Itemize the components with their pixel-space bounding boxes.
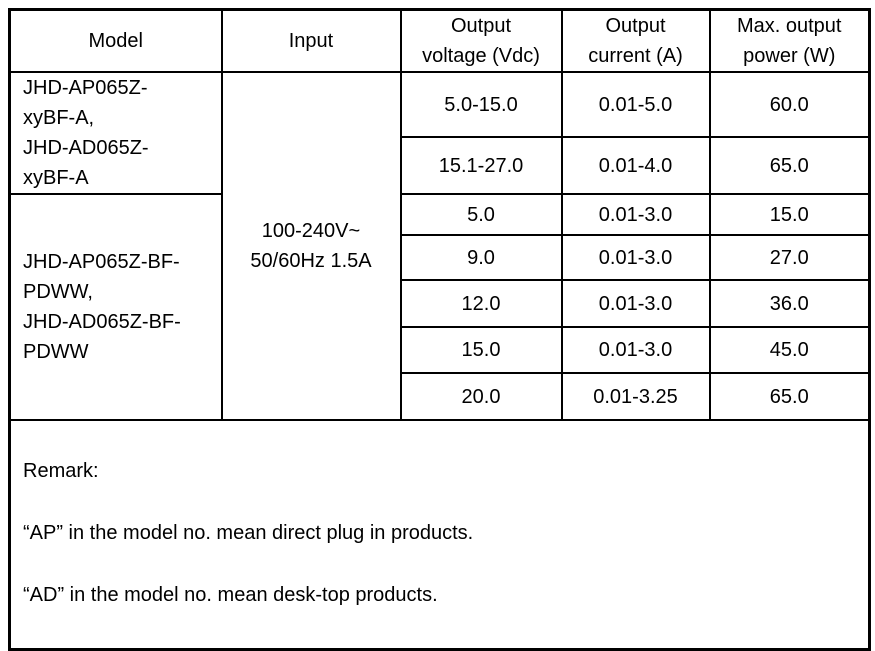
power-spec-table: Model Input Output voltage (Vdc) Output … <box>8 8 871 651</box>
max-power-cell: 15.0 <box>708 193 871 236</box>
col-header-output-current: Output current (A) <box>560 8 711 73</box>
model-group-1-cell: JHD-AP065Z- xyBF-A, JHD-AD065Z- xyBF-A <box>8 71 223 195</box>
table-row: JHD-AP065Z-BF- PDWW, JHD-AD065Z-BF- PDWW… <box>8 193 871 421</box>
col-header-input: Input <box>220 8 402 73</box>
output-current-cell: 0.01-3.0 <box>560 279 711 328</box>
table-row: 12.0 0.01-3.0 36.0 <box>10 279 871 328</box>
input-value-cell: 100-240V~ 50/60Hz 1.5A <box>220 71 402 421</box>
table-row: 15.0 0.01-3.0 45.0 <box>10 326 871 374</box>
document-page: Model Input Output voltage (Vdc) Output … <box>0 8 875 651</box>
col-header-model: Model <box>8 8 223 73</box>
remark-cell: Remark: “AP” in the model no. mean direc… <box>8 419 871 651</box>
output-voltage-cell: 15.1-27.0 <box>399 136 563 195</box>
table-row: 9.0 0.01-3.0 27.0 <box>10 234 871 281</box>
model-group-2-cell: JHD-AP065Z-BF- PDWW, JHD-AD065Z-BF- PDWW <box>8 193 223 421</box>
output-voltage-cell: 5.0 <box>399 193 563 236</box>
col-header-output-voltage: Output voltage (Vdc) <box>399 8 563 73</box>
table-row: 15.1-27.0 0.01-4.0 65.0 <box>10 136 871 195</box>
output-current-cell: 0.01-5.0 <box>560 70 711 139</box>
max-power-cell: 36.0 <box>708 279 871 328</box>
output-voltage-cell: 9.0 <box>399 234 563 281</box>
remark-line-ap: “AP” in the model no. mean direct plug i… <box>23 522 474 544</box>
header-row: Model Input Output voltage (Vdc) Output … <box>8 8 871 73</box>
output-current-cell: 0.01-3.0 <box>560 326 711 374</box>
output-voltage-cell: 12.0 <box>399 279 563 328</box>
output-voltage-cell: 15.0 <box>399 326 563 374</box>
output-current-cell: 0.01-3.25 <box>560 372 711 421</box>
table-row: JHD-AP065Z- xyBF-A, JHD-AD065Z- xyBF-A 1… <box>8 70 871 421</box>
remark-row: Remark: “AP” in the model no. mean direc… <box>8 419 871 651</box>
output-voltage-cell: 5.0-15.0 <box>399 70 563 139</box>
max-power-cell: 27.0 <box>708 234 871 281</box>
max-power-cell: 60.0 <box>708 70 871 139</box>
max-power-cell: 65.0 <box>708 136 871 195</box>
output-current-cell: 0.01-4.0 <box>560 136 711 195</box>
output-current-cell: 0.01-3.0 <box>560 234 711 281</box>
output-current-cell: 0.01-3.0 <box>560 193 711 236</box>
table-row: 20.0 0.01-3.25 65.0 <box>10 372 871 421</box>
max-power-cell: 65.0 <box>708 372 871 421</box>
remark-line-ad: “AD” in the model no. mean desk-top prod… <box>23 584 438 606</box>
col-header-max-output-power: Max. output power (W) <box>708 8 871 73</box>
remark-title: Remark: <box>23 460 99 482</box>
output-voltage-cell: 20.0 <box>399 372 563 421</box>
max-power-cell: 45.0 <box>708 326 871 374</box>
